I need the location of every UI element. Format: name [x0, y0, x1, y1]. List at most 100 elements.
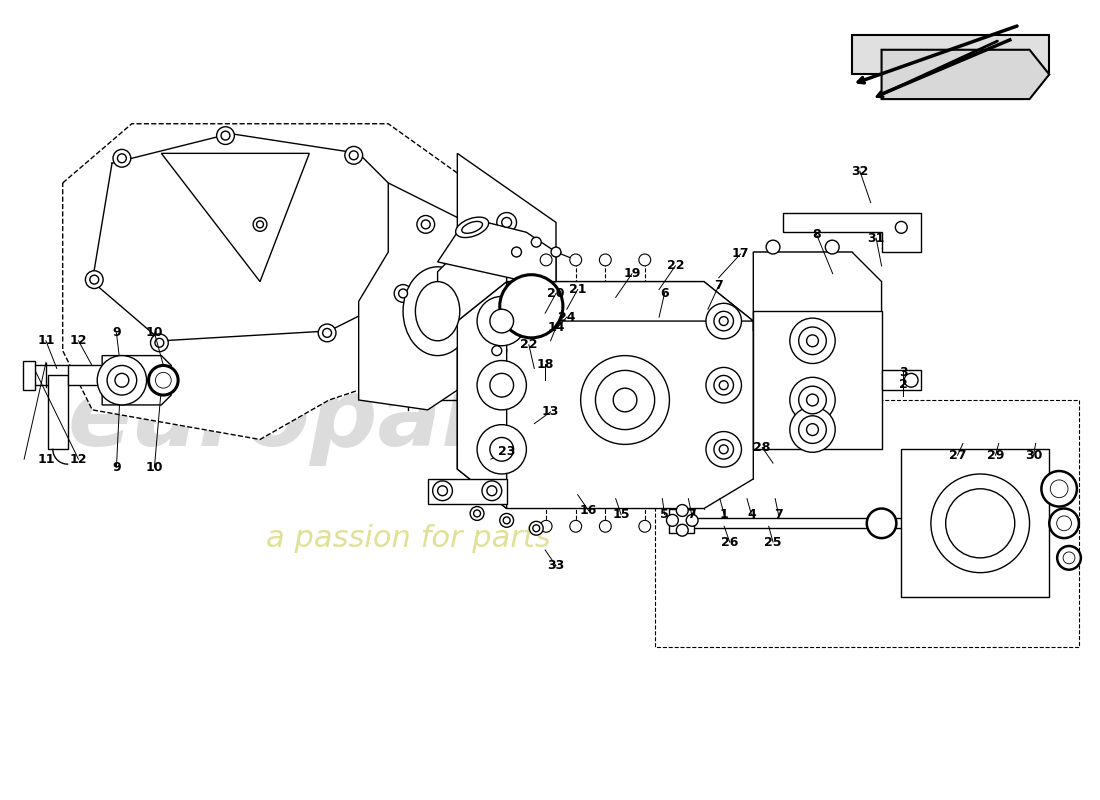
Text: 7: 7: [774, 508, 783, 521]
Polygon shape: [162, 154, 309, 282]
Circle shape: [790, 407, 835, 452]
Polygon shape: [428, 479, 507, 503]
Circle shape: [686, 514, 698, 526]
Polygon shape: [507, 282, 754, 321]
Circle shape: [345, 146, 363, 164]
Circle shape: [477, 297, 527, 346]
Circle shape: [639, 520, 651, 532]
Circle shape: [438, 486, 448, 496]
Polygon shape: [881, 50, 1049, 99]
Circle shape: [946, 489, 1015, 558]
Circle shape: [825, 240, 839, 254]
Ellipse shape: [416, 282, 460, 341]
Circle shape: [895, 222, 908, 234]
Circle shape: [570, 254, 582, 266]
Circle shape: [595, 370, 654, 430]
Polygon shape: [852, 35, 1049, 74]
Circle shape: [639, 254, 651, 266]
Circle shape: [714, 311, 734, 331]
Circle shape: [540, 254, 552, 266]
Circle shape: [790, 318, 835, 363]
Circle shape: [118, 154, 127, 162]
Text: 2: 2: [899, 378, 907, 390]
Text: 3: 3: [899, 366, 907, 379]
Polygon shape: [63, 124, 527, 439]
Text: 9: 9: [112, 326, 121, 339]
Circle shape: [1063, 552, 1075, 564]
Circle shape: [432, 481, 452, 501]
Circle shape: [318, 324, 336, 342]
Circle shape: [148, 366, 178, 395]
Circle shape: [1042, 471, 1077, 506]
Text: 1: 1: [719, 508, 728, 521]
Circle shape: [551, 247, 561, 257]
Polygon shape: [458, 282, 754, 509]
Circle shape: [790, 378, 835, 422]
Circle shape: [477, 361, 527, 410]
Text: 26: 26: [720, 535, 738, 549]
Circle shape: [904, 374, 918, 387]
Circle shape: [503, 517, 510, 524]
Text: 11: 11: [37, 453, 55, 466]
Circle shape: [931, 474, 1030, 573]
Circle shape: [806, 424, 818, 435]
Text: 19: 19: [624, 267, 640, 280]
Circle shape: [540, 520, 552, 532]
Text: 31: 31: [868, 232, 884, 245]
Circle shape: [581, 356, 670, 444]
Circle shape: [531, 238, 541, 247]
Circle shape: [470, 506, 484, 520]
Circle shape: [97, 356, 146, 405]
Text: a passion for parts: a passion for parts: [265, 524, 550, 553]
Polygon shape: [48, 375, 67, 450]
Circle shape: [719, 317, 728, 326]
Circle shape: [714, 375, 734, 395]
Circle shape: [719, 381, 728, 390]
Polygon shape: [901, 450, 1049, 598]
Circle shape: [322, 329, 331, 338]
Circle shape: [490, 310, 514, 333]
Ellipse shape: [455, 217, 488, 238]
Circle shape: [529, 522, 543, 535]
Circle shape: [719, 445, 728, 454]
Text: 7: 7: [714, 279, 723, 292]
Circle shape: [613, 388, 637, 412]
Circle shape: [499, 514, 514, 527]
Polygon shape: [102, 356, 172, 405]
Text: 23: 23: [498, 445, 516, 458]
Circle shape: [221, 131, 230, 140]
Circle shape: [217, 126, 234, 145]
Polygon shape: [458, 154, 556, 380]
Ellipse shape: [462, 222, 483, 234]
Text: 33: 33: [548, 559, 564, 572]
Text: 27: 27: [949, 449, 966, 462]
Text: 32: 32: [851, 165, 869, 178]
Circle shape: [799, 416, 826, 443]
Text: 11: 11: [37, 334, 55, 347]
Text: 5: 5: [660, 508, 669, 521]
Circle shape: [766, 240, 780, 254]
Circle shape: [667, 514, 679, 526]
Polygon shape: [23, 361, 35, 390]
Circle shape: [499, 274, 563, 338]
Text: 22: 22: [520, 338, 538, 351]
Circle shape: [706, 303, 741, 339]
Circle shape: [492, 346, 502, 356]
Text: 9: 9: [112, 461, 121, 474]
Circle shape: [706, 367, 741, 403]
Text: 21: 21: [569, 283, 586, 296]
Polygon shape: [438, 252, 507, 321]
Polygon shape: [67, 366, 122, 386]
Polygon shape: [359, 183, 517, 410]
Circle shape: [512, 247, 521, 257]
Circle shape: [676, 524, 689, 536]
Polygon shape: [438, 222, 556, 282]
Circle shape: [253, 218, 267, 231]
Circle shape: [155, 372, 172, 388]
Text: 7: 7: [688, 508, 696, 521]
Circle shape: [155, 338, 164, 347]
Text: 10: 10: [145, 461, 163, 474]
Circle shape: [676, 505, 689, 517]
Polygon shape: [783, 213, 921, 252]
Circle shape: [487, 341, 507, 361]
